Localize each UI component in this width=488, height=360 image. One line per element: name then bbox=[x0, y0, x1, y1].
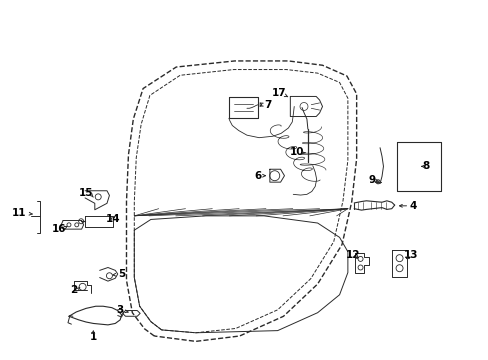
Text: 17: 17 bbox=[271, 88, 285, 98]
Text: 3: 3 bbox=[116, 305, 123, 315]
Text: 5: 5 bbox=[118, 269, 125, 279]
Text: 8: 8 bbox=[422, 161, 428, 171]
Text: 10: 10 bbox=[289, 147, 304, 157]
Text: 14: 14 bbox=[105, 215, 120, 224]
Text: 6: 6 bbox=[254, 171, 261, 181]
Text: 4: 4 bbox=[408, 201, 416, 211]
Text: 9: 9 bbox=[368, 175, 375, 185]
Text: 1: 1 bbox=[89, 332, 97, 342]
Text: 15: 15 bbox=[79, 188, 93, 198]
Text: 11: 11 bbox=[12, 208, 26, 218]
Text: 2: 2 bbox=[70, 285, 77, 296]
Text: 16: 16 bbox=[52, 225, 66, 234]
Text: 7: 7 bbox=[264, 100, 271, 110]
Text: 12: 12 bbox=[345, 250, 359, 260]
Text: 13: 13 bbox=[403, 250, 418, 260]
